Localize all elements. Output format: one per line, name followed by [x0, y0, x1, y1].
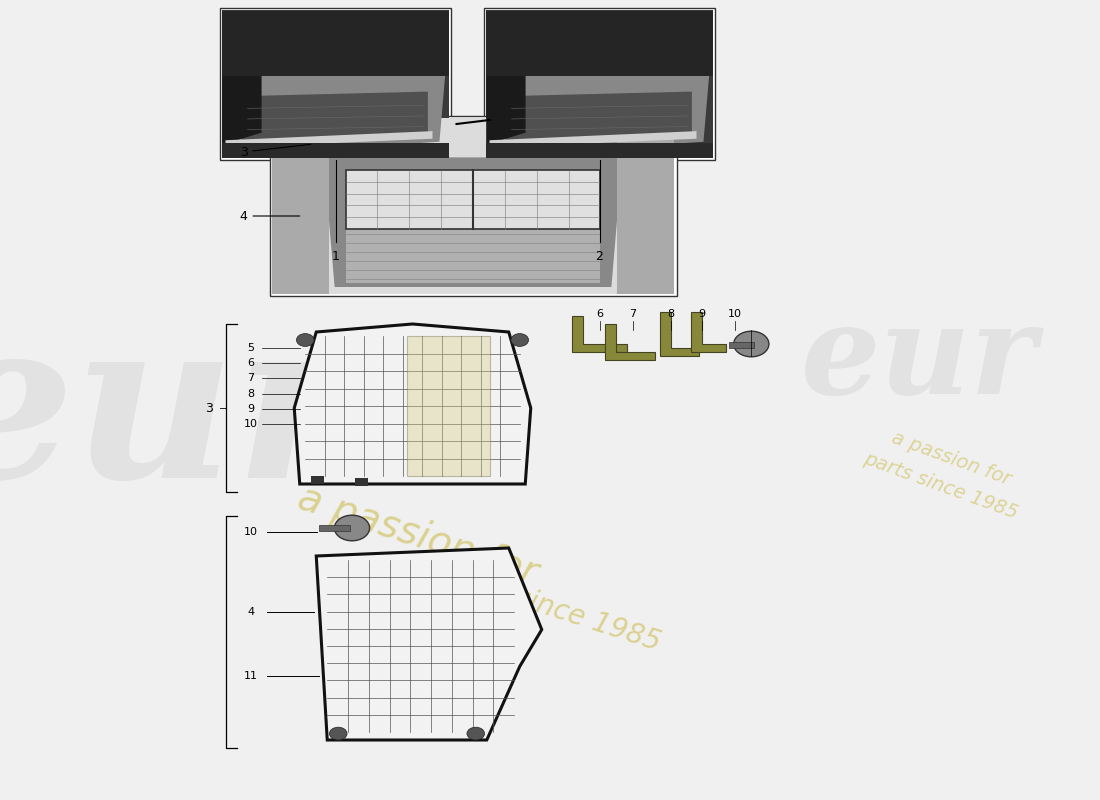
Bar	[729, 342, 754, 348]
Bar	[222, 143, 449, 158]
Bar	[311, 476, 324, 484]
Text: 5: 5	[248, 343, 254, 353]
Text: 10: 10	[244, 527, 257, 537]
Polygon shape	[572, 316, 627, 352]
Polygon shape	[295, 324, 530, 484]
Text: 2: 2	[595, 250, 604, 262]
Polygon shape	[323, 158, 623, 287]
Polygon shape	[317, 548, 541, 740]
Text: 9: 9	[248, 404, 254, 414]
Bar	[270, 116, 676, 296]
Circle shape	[734, 331, 769, 357]
Bar	[354, 478, 367, 486]
Bar	[484, 8, 715, 160]
Text: 7: 7	[248, 374, 254, 383]
Text: parts since 1985: parts since 1985	[436, 559, 664, 657]
Bar	[486, 11, 713, 76]
Text: 10: 10	[244, 419, 257, 429]
Polygon shape	[617, 118, 674, 294]
Text: 3: 3	[240, 144, 310, 158]
Polygon shape	[605, 324, 654, 360]
Text: eur: eur	[801, 299, 1036, 421]
Polygon shape	[490, 131, 696, 148]
Polygon shape	[231, 46, 447, 152]
Bar	[222, 10, 449, 158]
Bar	[220, 8, 451, 160]
Polygon shape	[660, 312, 698, 356]
Text: eur: eur	[0, 308, 353, 524]
Circle shape	[334, 515, 370, 541]
Polygon shape	[226, 131, 432, 148]
Text: 11: 11	[244, 671, 257, 681]
Text: 6: 6	[248, 358, 254, 368]
Text: 3: 3	[205, 402, 213, 414]
Bar	[486, 143, 713, 158]
Text: 4: 4	[248, 607, 254, 617]
Polygon shape	[506, 91, 692, 148]
Polygon shape	[495, 46, 711, 152]
Text: 8: 8	[248, 389, 254, 398]
Polygon shape	[242, 91, 428, 148]
Polygon shape	[345, 229, 601, 283]
Text: 4: 4	[240, 210, 299, 222]
Text: 9: 9	[698, 310, 705, 319]
Text: 7: 7	[629, 310, 636, 319]
Text: a passion for: a passion for	[294, 479, 542, 593]
Bar	[272, 118, 674, 294]
Text: 1: 1	[331, 250, 340, 262]
Circle shape	[296, 334, 315, 346]
Bar	[222, 11, 449, 76]
Polygon shape	[486, 11, 526, 145]
Polygon shape	[222, 11, 262, 145]
Bar	[319, 525, 350, 531]
Circle shape	[510, 334, 528, 346]
Text: a passion for
parts since 1985: a passion for parts since 1985	[861, 422, 1031, 522]
Bar	[345, 170, 601, 229]
Bar	[486, 10, 713, 158]
Text: 6: 6	[596, 310, 603, 319]
Polygon shape	[272, 118, 329, 294]
Circle shape	[330, 727, 348, 740]
Circle shape	[468, 727, 485, 740]
Polygon shape	[691, 312, 726, 352]
Bar	[407, 336, 490, 476]
Text: 8: 8	[668, 310, 674, 319]
Text: 10: 10	[728, 310, 741, 319]
